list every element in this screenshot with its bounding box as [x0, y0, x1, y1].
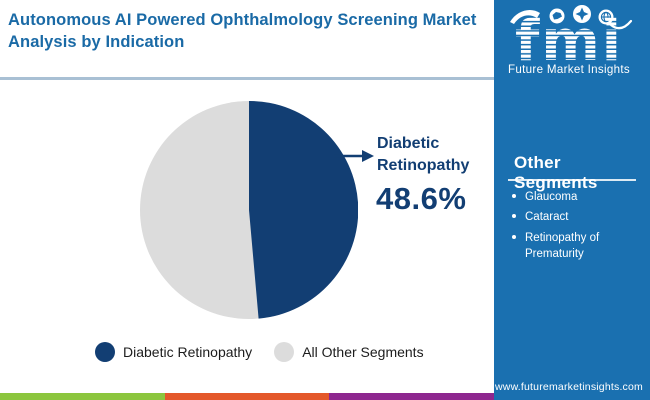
- globe-icon: [598, 9, 614, 25]
- footer-stripe-purple: [329, 393, 495, 400]
- list-item-label: Glaucoma: [525, 191, 578, 203]
- map-icon: [549, 8, 565, 24]
- sidebar-divider: [508, 179, 636, 181]
- footer-stripe: [0, 393, 495, 400]
- wave-icon: [510, 10, 540, 24]
- list-item-retinopathy-of-prematurity: Retinopathy of Prematurity: [512, 230, 638, 263]
- other-segments-list: Glaucoma Cataract Retinopathy of Prematu…: [512, 189, 638, 266]
- pie-chart: [140, 101, 358, 319]
- list-item-cataract: Cataract: [512, 209, 638, 225]
- legend-item-diabetic-retinopathy: Diabetic Retinopathy: [95, 342, 252, 362]
- footer-stripe-green: [0, 393, 165, 400]
- footer-stripe-orange: [164, 393, 330, 400]
- header-divider: [0, 77, 494, 80]
- brand-sidebar: fmi Future Market Insights Other Segment…: [494, 0, 650, 400]
- smile-arc-icon: [609, 19, 633, 30]
- main-panel: Autonomous AI Powered Ophthalmology Scre…: [0, 11, 495, 400]
- other-segments-heading: Other Segments: [514, 153, 598, 192]
- brand-tagline: Future Market Insights: [508, 63, 630, 76]
- list-item-glaucoma: Glaucoma: [512, 189, 638, 205]
- list-item-label: Cataract: [525, 211, 569, 224]
- compass-icon: [573, 5, 591, 23]
- legend-swatch-diabetic-retinopathy: [95, 342, 115, 362]
- bullet-icon: [512, 214, 516, 219]
- legend-label: Diabetic Retinopathy: [123, 344, 253, 360]
- brand-wordmark: fmi: [515, 9, 623, 74]
- annotation-arrow-icon: [334, 150, 374, 162]
- fmi-logo: fmi Future Market Insights: [508, 5, 633, 76]
- list-item-label: Retinopathy of Prematurity: [525, 231, 600, 260]
- annotation-value: 48.6%: [376, 181, 467, 216]
- legend-item-all-other-segments: All Other Segments: [274, 342, 424, 362]
- chart-legend: Diabetic Retinopathy All Other Segments: [95, 342, 424, 362]
- legend-label: All Other Segments: [302, 344, 424, 360]
- bullet-icon: [512, 194, 516, 198]
- pie-slice-diabetic-retinopathy: [249, 101, 358, 319]
- annotation-label: Diabetic Retinopathy: [377, 135, 470, 175]
- bullet-icon: [512, 234, 516, 239]
- legend-swatch-all-other-segments: [274, 342, 295, 362]
- website-link[interactable]: www.futuremarketinsights.com: [495, 381, 643, 393]
- page-title: Autonomous AI Powered Ophthalmology Scre…: [8, 11, 477, 51]
